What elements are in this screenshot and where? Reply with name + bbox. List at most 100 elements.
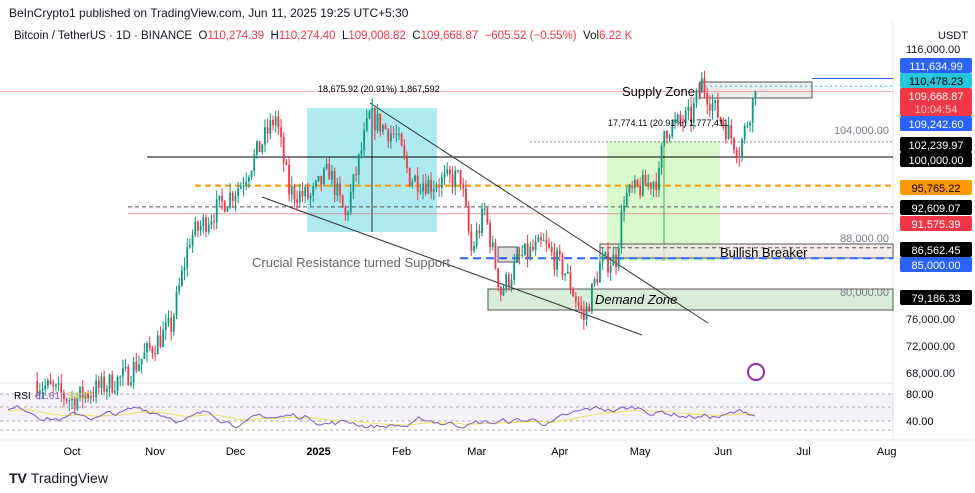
price-chart[interactable]: 18,675.92 (20.91%) 1,867,592 17,774.11 (… bbox=[0, 0, 975, 470]
candle bbox=[95, 380, 98, 397]
candle bbox=[293, 185, 296, 200]
y-tick-label: 116,000.00 bbox=[906, 44, 960, 56]
candle bbox=[371, 107, 374, 112]
candle bbox=[194, 221, 197, 236]
price-label: 109,668.87 bbox=[908, 91, 963, 103]
candle bbox=[628, 185, 631, 194]
price-label: 111,634.99 bbox=[909, 61, 962, 73]
candle bbox=[644, 174, 647, 186]
candle bbox=[258, 141, 261, 153]
close: 109,668.87 bbox=[420, 30, 479, 42]
x-tick-label: May bbox=[630, 446, 651, 458]
candle bbox=[679, 114, 682, 121]
support-label: Crucial Resistance turned Support bbox=[252, 255, 450, 270]
candle bbox=[143, 352, 146, 359]
trendline-upper[interactable] bbox=[369, 102, 709, 324]
candle bbox=[44, 385, 47, 390]
ohlc-legend: Bitcoin / TetherUS · 1D · BINANCE O110,2… bbox=[14, 30, 632, 42]
candle bbox=[89, 395, 92, 399]
candle bbox=[593, 279, 596, 284]
candle bbox=[223, 201, 226, 212]
candle bbox=[218, 195, 221, 200]
candle bbox=[314, 180, 317, 187]
candle bbox=[408, 168, 411, 187]
candle bbox=[274, 116, 277, 126]
candle bbox=[357, 154, 360, 175]
candle bbox=[427, 179, 430, 194]
candle bbox=[518, 254, 521, 256]
candle bbox=[465, 188, 467, 206]
candle bbox=[81, 386, 84, 399]
demand-zone-box[interactable] bbox=[487, 288, 894, 311]
price-label-bg bbox=[900, 242, 972, 257]
candle bbox=[507, 274, 510, 287]
candle bbox=[127, 366, 130, 385]
candle bbox=[406, 155, 408, 169]
candle bbox=[285, 162, 288, 165]
candle bbox=[151, 348, 154, 354]
candle bbox=[655, 181, 658, 191]
x-tick-label: Apr bbox=[551, 446, 568, 458]
volume: 6.22 K bbox=[599, 30, 633, 42]
candle bbox=[288, 164, 290, 195]
candle bbox=[440, 177, 443, 188]
candle bbox=[398, 133, 400, 135]
candle bbox=[124, 366, 127, 369]
candle bbox=[215, 199, 218, 223]
candle bbox=[162, 330, 165, 347]
candle bbox=[140, 358, 143, 365]
symbol[interactable]: Bitcoin / TetherUS · 1D · BINANCE bbox=[14, 30, 193, 42]
candle bbox=[79, 386, 81, 398]
price-label-bg bbox=[900, 216, 972, 231]
candle bbox=[451, 174, 454, 188]
candle bbox=[247, 177, 250, 182]
candle bbox=[46, 380, 49, 386]
price-label-bg bbox=[900, 180, 972, 195]
candle bbox=[473, 246, 475, 251]
candle bbox=[478, 230, 481, 233]
candle bbox=[582, 309, 585, 320]
candle bbox=[229, 192, 232, 208]
publisher-line: BeInCrypto1 published on TradingView.com… bbox=[9, 6, 409, 20]
candle bbox=[328, 163, 331, 180]
price-label-bg bbox=[900, 152, 972, 167]
candle bbox=[390, 133, 392, 142]
candle bbox=[647, 182, 650, 186]
candle bbox=[749, 122, 751, 126]
candle bbox=[558, 250, 561, 255]
trendline-lower[interactable] bbox=[261, 196, 643, 336]
candle bbox=[515, 254, 518, 262]
candle bbox=[323, 168, 325, 185]
candle bbox=[494, 242, 497, 269]
candle bbox=[625, 193, 628, 206]
rsi-line bbox=[7, 404, 756, 429]
candle bbox=[387, 129, 390, 142]
candle bbox=[167, 317, 170, 323]
candle bbox=[234, 195, 237, 202]
candle bbox=[57, 383, 60, 385]
candle bbox=[741, 139, 743, 158]
currency-label[interactable]: USDT bbox=[938, 30, 968, 42]
tradingview-logo[interactable]: TV TradingView bbox=[9, 470, 108, 486]
candle bbox=[191, 235, 194, 246]
candle bbox=[339, 183, 341, 196]
candle bbox=[148, 343, 151, 349]
candle bbox=[510, 279, 513, 287]
price-label: 92,609.07 bbox=[912, 203, 961, 215]
candle bbox=[526, 243, 529, 259]
price-label: 109,242.60 bbox=[908, 119, 963, 131]
candle bbox=[454, 171, 457, 188]
candle bbox=[84, 393, 87, 399]
candle bbox=[63, 392, 65, 399]
candle bbox=[553, 251, 556, 270]
price-label-bg bbox=[900, 88, 972, 116]
candle bbox=[395, 134, 398, 136]
candle bbox=[52, 384, 55, 387]
candle bbox=[735, 149, 738, 157]
ideas-icon[interactable] bbox=[747, 363, 765, 381]
o-label: O bbox=[198, 30, 208, 42]
candle bbox=[87, 393, 89, 399]
supply-zone-box[interactable] bbox=[699, 81, 813, 99]
price-label: 86,562.45 bbox=[912, 245, 961, 257]
candle bbox=[138, 364, 140, 371]
